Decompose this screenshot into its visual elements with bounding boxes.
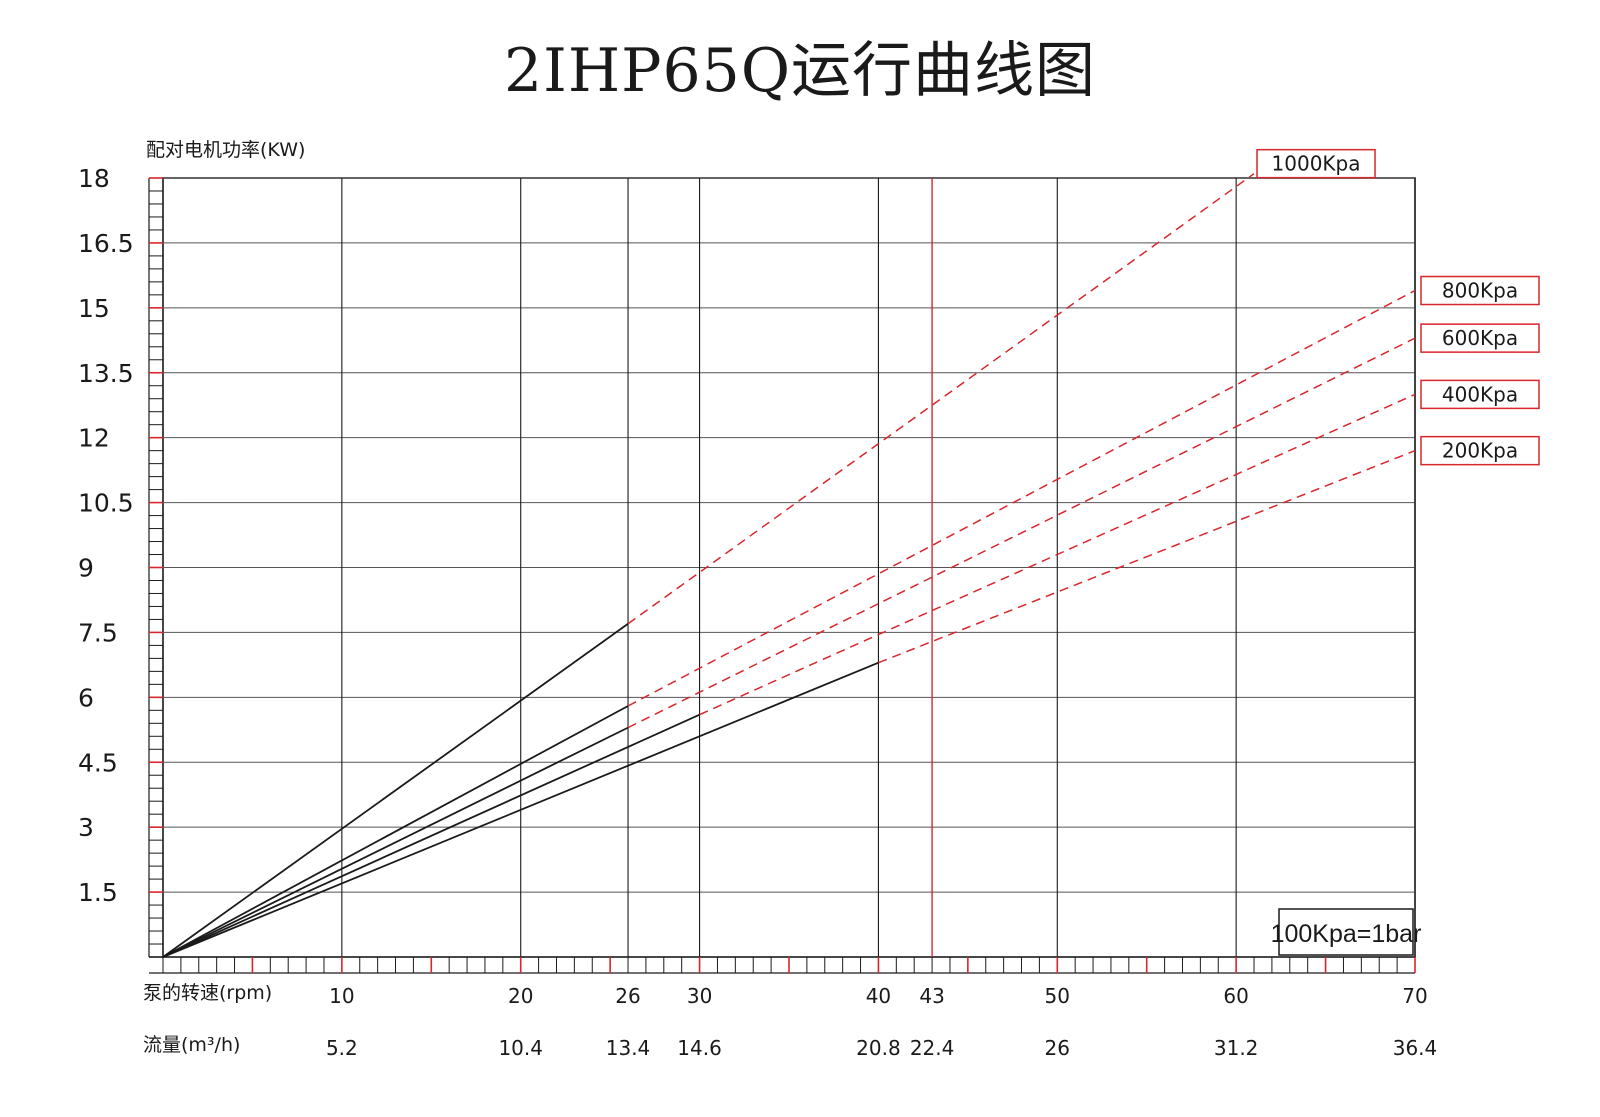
series-label-box [1420, 275, 1540, 306]
x-tick-label-flow: 5.2 [326, 1036, 358, 1060]
x-axis-label-flow: 流量(m³/h) [143, 1034, 240, 1056]
y-tick-label: 18 [78, 164, 110, 193]
x-tick-label-flow: 26 [1045, 1036, 1070, 1060]
y-tick-label: 15 [78, 294, 110, 323]
y-tick-label: 4.5 [78, 748, 118, 777]
x-tick-label-speed: 60 [1223, 984, 1248, 1008]
series-line-dashed [627, 289, 1416, 707]
series-label-box [1420, 323, 1540, 353]
series-label: 800Kpa [1442, 279, 1518, 303]
x-tick-label-speed: 10 [329, 984, 354, 1008]
series-line-solid [162, 623, 629, 958]
x-tick-label-speed: 43 [919, 984, 944, 1008]
series-line-solid [162, 705, 629, 958]
series-line-dashed [627, 337, 1416, 729]
series-label: 600Kpa [1442, 326, 1518, 350]
series-line-dashed [699, 393, 1416, 716]
series-label-box [1420, 435, 1540, 466]
series-line-dashed [627, 173, 1255, 625]
y-tick-label: 9 [78, 554, 94, 583]
series-label: 1000Kpa [1272, 152, 1361, 176]
x-tick-label-speed: 20 [508, 984, 533, 1008]
chart-title: 2IHP65Q运行曲线图 [503, 36, 1097, 106]
x-axis-label-speed: 泵的转速(rpm) [143, 982, 272, 1004]
x-tick-label-flow: 14.6 [677, 1036, 722, 1060]
x-tick-label-flow: 36.4 [1393, 1036, 1438, 1060]
series-line-solid [162, 661, 879, 958]
x-tick-label-flow: 31.2 [1214, 1036, 1259, 1060]
y-tick-label: 10.5 [78, 489, 134, 518]
y-tick-label: 16.5 [78, 229, 134, 258]
series-line-solid [162, 726, 629, 958]
y-tick-label: 12 [78, 424, 110, 453]
series-label: 400Kpa [1442, 382, 1518, 406]
y-tick-label: 1.5 [78, 878, 118, 907]
y-tick-label: 6 [78, 683, 94, 712]
series-label-box [1256, 148, 1376, 179]
series-label: 200Kpa [1442, 439, 1518, 463]
y-tick-label: 7.5 [78, 618, 118, 647]
y-tick-label: 13.5 [78, 359, 134, 388]
x-tick-label-speed: 26 [615, 984, 640, 1008]
y-tick-label: 3 [78, 813, 94, 842]
series-line-dashed [878, 449, 1416, 664]
x-tick-label-flow: 22.4 [910, 1036, 955, 1060]
x-tick-label-speed: 40 [866, 984, 891, 1008]
x-tick-label-flow: 10.4 [498, 1036, 543, 1060]
x-tick-label-speed: 30 [687, 984, 712, 1008]
unit-note-box [1278, 908, 1414, 956]
x-tick-label-speed: 50 [1045, 984, 1070, 1008]
y-axis-label: 配对电机功率(KW) [146, 139, 305, 161]
series-line-solid [162, 713, 700, 958]
unit-note: 100Kpa=1bar [1271, 920, 1422, 948]
x-tick-label-speed: 70 [1402, 984, 1427, 1008]
x-tick-label-flow: 20.8 [856, 1036, 901, 1060]
x-tick-label-flow: 13.4 [606, 1036, 651, 1060]
series-label-box [1420, 379, 1540, 410]
